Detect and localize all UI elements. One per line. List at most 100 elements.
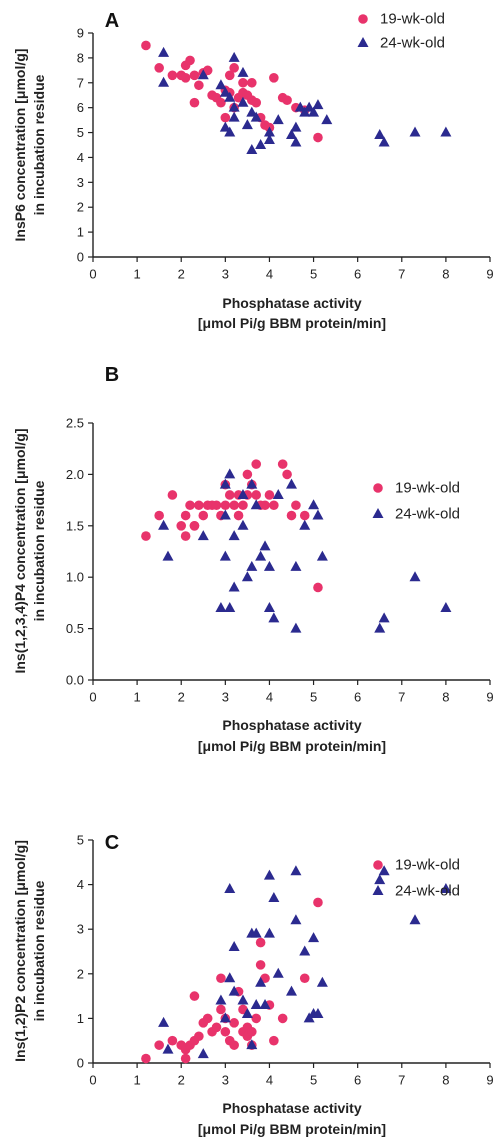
panel-c: C 0 1 2 3 4 5 6 7 8 9 0 1 2 3 4 5 Phosphatase activity [μm… bbox=[12, 832, 494, 1137]
data-point bbox=[290, 914, 302, 925]
y-tick-label: 3 bbox=[77, 175, 84, 190]
data-point bbox=[378, 136, 390, 147]
data-point bbox=[264, 490, 275, 500]
data-point bbox=[229, 1040, 239, 1050]
data-point bbox=[219, 478, 231, 489]
y-axis-title: Ins(1,2,3,4)P4 concentration [μmol/g] bbox=[12, 428, 28, 673]
data-point bbox=[316, 550, 328, 561]
y-tick-label: 4 bbox=[77, 150, 84, 165]
data-point bbox=[263, 126, 275, 137]
y-tick-label: 8 bbox=[77, 50, 84, 65]
data-point bbox=[224, 70, 235, 81]
data-point bbox=[154, 63, 164, 73]
y-tick-label: 2.5 bbox=[66, 416, 84, 431]
y-tick-label: 1.0 bbox=[66, 570, 84, 585]
x-axis-title: Phosphatase activity bbox=[222, 717, 361, 733]
data-point bbox=[241, 571, 253, 582]
data-point bbox=[269, 73, 279, 83]
x-tick-label: 2 bbox=[178, 267, 185, 282]
x-tick-label: 7 bbox=[398, 267, 405, 282]
data-point bbox=[268, 891, 280, 902]
data-point bbox=[167, 490, 178, 500]
x-tick-label: 8 bbox=[442, 1073, 449, 1088]
x-tick-label: 5 bbox=[310, 267, 317, 282]
data-point bbox=[263, 134, 275, 145]
data-point bbox=[286, 985, 297, 996]
x-axis-subtitle: [μmol Pi/g BBM protein/min] bbox=[198, 738, 386, 754]
data-point bbox=[228, 985, 240, 996]
data-point bbox=[158, 1016, 170, 1027]
data-point bbox=[291, 500, 301, 511]
panel-label: A bbox=[105, 10, 119, 32]
data-point bbox=[251, 459, 262, 469]
x-tick-label: 1 bbox=[133, 690, 140, 705]
y-axis-title: InsP6 concentration [μmol/g] bbox=[12, 49, 28, 242]
legend-marker bbox=[358, 14, 368, 24]
legend: 19-wk-old 24-wk-old bbox=[372, 857, 460, 900]
legend: 19-wk-old 24-wk-old bbox=[357, 11, 445, 52]
x-tick-label: 3 bbox=[222, 690, 229, 705]
x-tick-label: 5 bbox=[310, 690, 317, 705]
y-tick-label: 1.5 bbox=[66, 518, 84, 533]
data-point bbox=[286, 510, 297, 521]
data-point bbox=[197, 530, 209, 541]
data-point bbox=[299, 945, 311, 956]
data-point bbox=[299, 519, 311, 530]
data-point bbox=[141, 1053, 151, 1064]
data-point bbox=[237, 66, 249, 77]
data-point bbox=[228, 111, 240, 122]
y-axis-subtitle: in incubation residue bbox=[31, 480, 47, 621]
data-point bbox=[194, 80, 204, 91]
panel-label: C bbox=[105, 832, 119, 854]
data-point bbox=[260, 500, 270, 511]
data-point bbox=[374, 129, 386, 140]
x-tick-label: 0 bbox=[89, 690, 96, 705]
legend-label: 24-wk-old bbox=[395, 883, 460, 900]
data-point bbox=[409, 571, 421, 582]
data-point bbox=[220, 112, 231, 123]
data-point bbox=[259, 540, 271, 551]
x-tick-label: 5 bbox=[310, 1073, 317, 1088]
data-point bbox=[290, 865, 302, 876]
data-point bbox=[294, 101, 306, 112]
data-point bbox=[176, 521, 187, 531]
data-point bbox=[255, 960, 266, 970]
data-point bbox=[268, 612, 280, 623]
data-point bbox=[233, 510, 244, 521]
data-point bbox=[180, 510, 191, 521]
x-tick-label: 9 bbox=[486, 690, 493, 705]
data-point bbox=[154, 1040, 164, 1050]
data-point bbox=[194, 500, 204, 511]
legend-marker bbox=[373, 483, 383, 493]
data-point bbox=[255, 937, 266, 948]
data-point bbox=[228, 941, 240, 952]
data-point bbox=[237, 994, 249, 1005]
series-19-wk-old bbox=[141, 897, 323, 1064]
data-point bbox=[409, 126, 421, 137]
data-point bbox=[255, 550, 267, 561]
legend: 19-wk-old 24-wk-old bbox=[372, 480, 460, 523]
data-point bbox=[312, 1007, 324, 1018]
data-point bbox=[263, 560, 275, 571]
data-point bbox=[255, 139, 267, 149]
data-point bbox=[189, 991, 200, 1001]
data-point bbox=[220, 1026, 231, 1037]
data-point bbox=[250, 499, 262, 510]
panel-b: B 0 1 2 3 4 5 6 7 8 9 0.0 0.5 1.0 1.5 2.0 2.5 Phosphatase… bbox=[12, 364, 494, 754]
legend-label: 24-wk-old bbox=[395, 506, 460, 523]
data-point bbox=[228, 581, 240, 592]
data-point bbox=[216, 1004, 226, 1015]
data-point bbox=[303, 101, 315, 112]
x-tick-label: 2 bbox=[178, 690, 185, 705]
data-point bbox=[229, 500, 239, 511]
data-point bbox=[219, 86, 231, 97]
data-point bbox=[220, 500, 231, 511]
data-point bbox=[237, 488, 249, 499]
y-tick-label: 2 bbox=[77, 200, 84, 215]
legend-marker bbox=[373, 860, 383, 870]
y-axis-title-group: Ins(1,2,3,4)P4 concentration [μmol/g] in … bbox=[12, 428, 47, 673]
data-point bbox=[180, 73, 191, 83]
data-point bbox=[219, 1012, 231, 1023]
data-point bbox=[440, 126, 452, 137]
data-point bbox=[242, 469, 253, 480]
